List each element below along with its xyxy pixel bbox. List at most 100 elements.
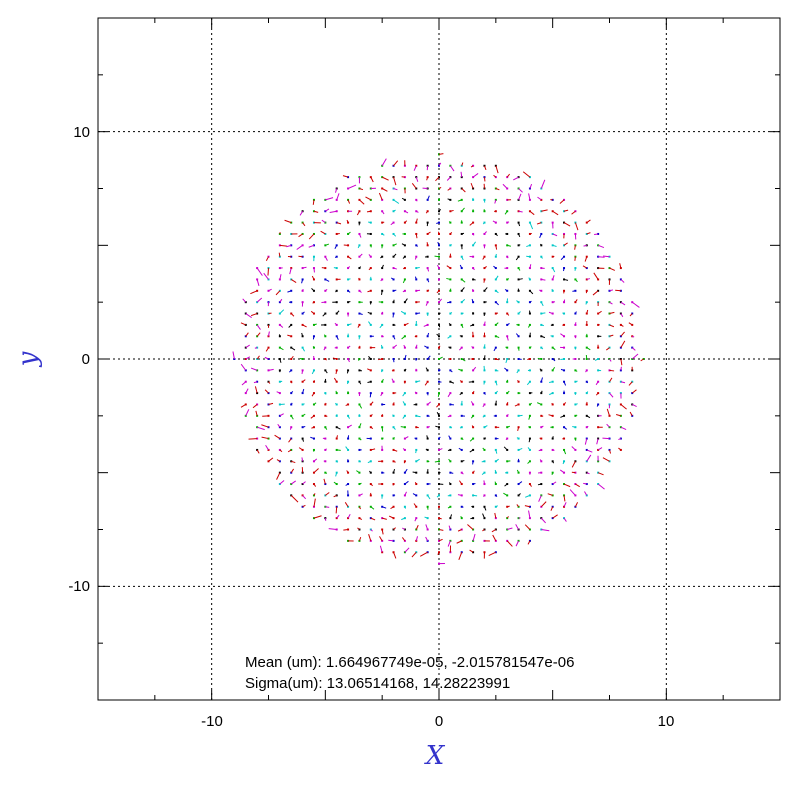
field-vector [312,301,315,304]
field-vector [446,265,451,269]
field-vector [437,241,440,246]
field-vector [261,436,269,440]
field-vector [245,388,249,394]
field-vector [467,524,474,530]
field-vector [631,353,639,360]
field-vector [345,446,349,451]
field-vector [427,195,430,201]
field-vector [435,425,440,428]
field-vector [507,221,510,224]
field-vector [415,344,418,348]
field-vector [551,288,554,291]
field-vector [324,392,327,395]
field-vector [416,312,421,315]
field-vector [595,381,599,386]
field-vector [457,199,462,202]
field-vector [290,495,299,503]
field-vector [425,536,429,542]
field-vector [524,524,531,530]
field-vector [458,480,463,485]
field-vector [438,436,441,439]
field-vector [370,483,373,487]
field-vector [551,472,554,476]
field-vector [391,369,394,372]
field-vector [552,275,555,280]
field-vector [415,525,419,530]
field-vector [595,392,599,396]
field-vector [461,472,464,475]
field-vector [551,402,554,405]
field-vector [459,426,462,429]
field-vector [547,493,553,496]
field-vector [404,368,407,371]
field-vector [584,256,588,262]
field-vector [393,469,396,473]
field-vector [583,244,587,247]
field-vector [263,272,269,280]
field-vector [549,392,553,396]
field-vector [484,437,487,440]
field-vector [560,368,565,371]
field-vector [380,279,383,282]
field-vector [324,256,328,261]
field-vector [563,209,569,212]
field-vector [571,446,576,451]
field-vector [401,517,406,521]
field-vector [597,447,603,451]
field-vector [552,233,558,237]
field-vector [447,506,451,509]
field-vector [609,358,612,362]
field-vector [540,517,547,524]
field-vector [302,288,304,291]
field-vector [268,368,274,371]
field-vector [381,210,385,215]
field-vector [438,153,444,155]
field-vector [347,231,351,235]
field-vector [311,392,315,397]
field-vector [484,287,488,292]
field-vector [525,494,531,498]
field-vector [469,438,474,442]
field-vector [527,540,531,545]
field-vector [436,290,440,294]
field-vector [301,370,304,375]
field-vector [515,524,520,530]
field-vector [526,381,531,386]
field-vector [560,415,565,418]
field-vector [325,492,330,496]
field-vector [274,434,281,439]
field-vector [347,278,351,280]
field-vector [381,311,384,314]
field-vector [513,176,519,181]
field-vector [392,414,394,417]
field-vector [369,470,372,473]
field-vector [393,267,397,270]
field-vector [563,242,568,246]
field-vector [447,301,451,304]
field-vector [414,517,417,522]
field-vector [423,324,428,327]
field-vector [620,331,625,337]
field-vector [448,323,451,326]
field-vector [416,415,421,418]
field-vector [358,506,361,510]
field-vector [393,552,397,559]
field-vector [370,517,376,521]
field-vector [482,256,485,260]
field-vector [484,231,487,235]
field-vector [427,332,430,337]
field-vector [438,209,442,212]
field-vector [528,510,531,519]
field-vector [414,437,417,440]
field-vector [515,256,519,261]
field-vector [586,381,589,384]
field-vector [586,232,591,235]
field-vector [427,355,431,360]
field-vector [584,438,588,445]
field-vector [427,279,430,283]
field-vector [313,483,317,487]
field-vector [335,370,338,375]
field-vector [583,482,587,485]
field-vector [365,196,372,201]
field-vector [310,436,315,440]
